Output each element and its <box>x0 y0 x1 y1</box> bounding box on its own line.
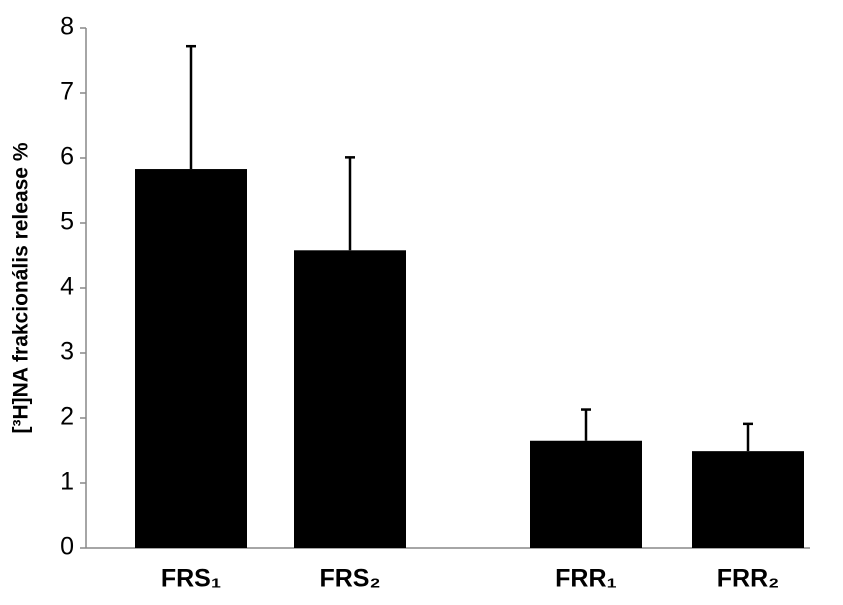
bar <box>692 451 804 548</box>
y-tick-label: 0 <box>60 533 74 561</box>
x-tick-label: FRS₂ <box>319 565 380 593</box>
y-tick-label: 4 <box>60 273 74 301</box>
y-tick-label: 8 <box>60 13 74 41</box>
y-tick-label: 5 <box>60 208 74 236</box>
x-tick-label: FRR₁ <box>555 565 617 593</box>
y-tick-label: 7 <box>60 78 74 106</box>
y-tick-label: 2 <box>60 403 74 431</box>
y-tick-label: 6 <box>60 143 74 171</box>
bar <box>530 440 642 548</box>
y-tick-label: 1 <box>60 468 74 496</box>
y-tick-label: 3 <box>60 338 74 366</box>
y-axis-label: [³H]NA frakcionális release % <box>10 142 33 433</box>
x-tick-label: FRS₁ <box>161 565 221 593</box>
bar <box>135 169 247 549</box>
x-tick-label: FRR₂ <box>717 565 780 593</box>
bar <box>294 250 406 549</box>
